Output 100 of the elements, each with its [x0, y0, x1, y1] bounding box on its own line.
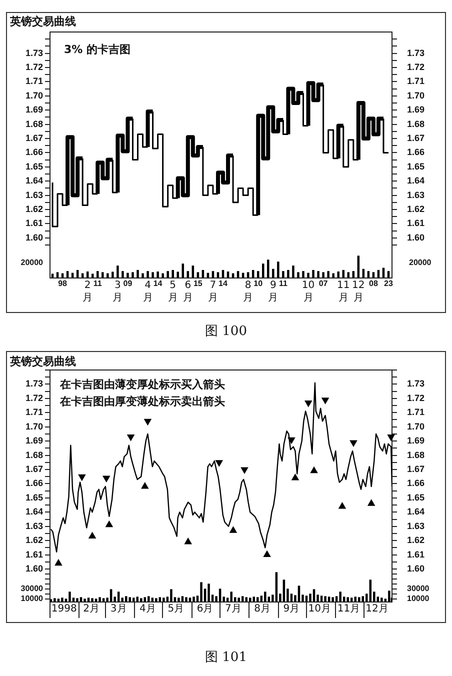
- point: [387, 434, 395, 442]
- x-tick-label: 15: [193, 279, 203, 288]
- point: [240, 467, 248, 474]
- x-tick-label: 1998: [51, 604, 77, 615]
- y-tick-label: 1.65: [25, 492, 43, 502]
- bar: [142, 273, 144, 278]
- bar: [56, 272, 59, 278]
- x-tick-label: 11: [93, 279, 102, 288]
- y-tick-label: 1.60: [25, 563, 43, 574]
- x-tick-label: 09: [123, 279, 133, 288]
- bar: [297, 272, 300, 278]
- x-tick-label: 8月: [243, 280, 254, 304]
- x-tick-label: 98: [58, 279, 68, 288]
- bar: [372, 272, 375, 278]
- bar: [267, 260, 270, 278]
- y-tick-label: 1.60: [25, 232, 43, 242]
- bar: [292, 266, 294, 278]
- bar: [327, 271, 330, 278]
- y2-tick-label: 1.67: [407, 132, 425, 143]
- bar: [146, 271, 149, 278]
- bar: [166, 271, 169, 278]
- x-tick-label: 9月: [283, 604, 300, 615]
- y-tick-label: 1.61: [25, 549, 43, 560]
- y-tick-label: 1.73: [25, 48, 43, 58]
- x-tick-label: 7月: [208, 280, 218, 304]
- bar: [287, 270, 290, 278]
- y2-tick-label: 1.69: [407, 436, 425, 446]
- point: [310, 466, 318, 474]
- x-tick-label: 3月: [110, 604, 127, 615]
- x-tick-label: 11月: [337, 604, 360, 615]
- x-tick-label: 12月: [352, 280, 365, 304]
- caption: 图 100: [205, 323, 247, 340]
- bar: [196, 272, 200, 278]
- y2-tick-label: 1.63: [407, 520, 425, 531]
- text: 20000: [20, 258, 43, 267]
- y2-tick-label: 1.61: [407, 218, 425, 228]
- bar: [91, 274, 94, 278]
- y2-tick-label: 1.66: [407, 478, 425, 488]
- x-tick-label: 3月: [112, 280, 123, 304]
- x-tick-label: 07: [318, 279, 328, 288]
- y-tick-label: 1.63: [25, 520, 43, 531]
- bar: [96, 271, 99, 278]
- point: [291, 474, 300, 480]
- y-tick-label: 1.70: [25, 421, 43, 432]
- y2-tick-label: 10000: [407, 594, 430, 604]
- bar: [51, 274, 54, 278]
- bar: [106, 273, 109, 278]
- x-tick-label: 2月: [82, 280, 93, 304]
- y2-tick-label: 1.68: [407, 118, 425, 129]
- bar: [162, 273, 164, 278]
- y-tick-label: 1.65: [25, 161, 43, 172]
- y-tick-label: 1.67: [25, 132, 43, 143]
- x-tick-label: 2月: [83, 604, 100, 615]
- y2-tick-label: 1.62: [407, 204, 425, 214]
- y-tick-label: 1.62: [25, 204, 43, 214]
- y2-tick-label: 1.67: [407, 464, 425, 474]
- y-tick-label: 1.71: [25, 407, 43, 418]
- x-tick-label: 14: [153, 279, 163, 288]
- y-tick-label: 1.64: [25, 176, 43, 186]
- bar: [337, 272, 340, 278]
- y-tick-label: 1.66: [25, 147, 43, 158]
- y2-tick-label: 30000: [407, 584, 430, 594]
- point: [144, 418, 152, 426]
- y-tick-label: 1.72: [25, 62, 43, 72]
- y2-tick-label: 1.72: [407, 62, 425, 72]
- y2-tick-label: 1.64: [407, 506, 425, 517]
- point: [350, 440, 358, 447]
- point: [184, 537, 192, 544]
- y2-tick-label: 1.72: [407, 392, 425, 403]
- point: [105, 520, 114, 528]
- bar: [282, 271, 284, 278]
- y2-tick-label: 1.70: [407, 90, 425, 100]
- bar: [272, 268, 274, 278]
- point: [263, 550, 271, 558]
- y-tick-label: 1.66: [25, 478, 43, 488]
- bar: [152, 272, 154, 278]
- bar: [102, 272, 104, 278]
- bar: [302, 271, 304, 278]
- point: [321, 398, 330, 404]
- point: [304, 400, 312, 408]
- bar: [277, 262, 280, 278]
- bar: [176, 272, 180, 278]
- x-tick-label: 10月: [308, 604, 332, 615]
- y-tick-label: 1.71: [25, 76, 43, 86]
- y2-tick-label: 1.69: [407, 104, 425, 115]
- x-tick-label: 08: [368, 279, 378, 288]
- y2-tick-label: 1.73: [407, 48, 425, 58]
- y-tick-label: 1.73: [25, 378, 43, 389]
- y-tick-label: 10000: [20, 594, 44, 604]
- y2-tick-label: 1.70: [407, 421, 425, 432]
- y2-tick-label: 1.60: [407, 232, 425, 242]
- x-tick-label: 6月: [196, 604, 214, 615]
- x-tick-label: 10月: [302, 280, 315, 304]
- y2-tick-label: 1.73: [407, 378, 425, 389]
- x-tick-label: 5月: [168, 280, 178, 304]
- y2-tick-label: 1.60: [407, 563, 425, 574]
- point: [88, 532, 96, 539]
- y2-tick-label: 1.66: [407, 147, 425, 158]
- y2-tick-label: 1.71: [407, 407, 425, 418]
- x-tick-label: 10: [254, 279, 264, 288]
